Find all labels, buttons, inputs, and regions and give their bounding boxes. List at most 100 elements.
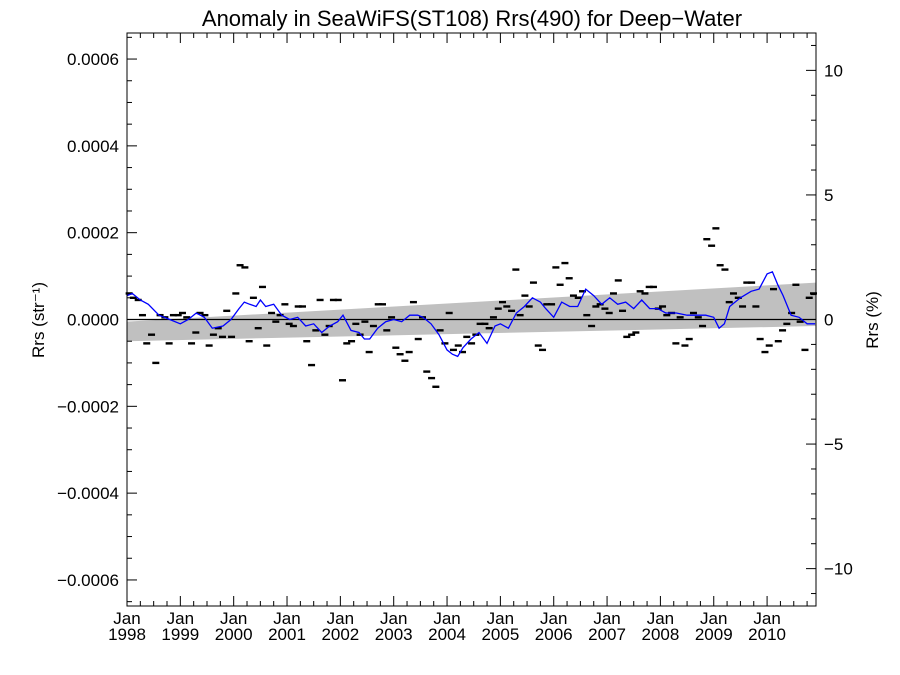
- data-point: [188, 342, 196, 345]
- x-tick-label-year: 1998: [108, 625, 146, 644]
- data-point: [529, 281, 537, 284]
- data-point: [223, 309, 231, 313]
- y-tick-label: 0.0000: [67, 311, 119, 330]
- data-point: [396, 353, 404, 356]
- x-tick-label-month: Jan: [753, 609, 780, 628]
- data-point: [268, 311, 276, 315]
- x-tick-label-year: 2003: [375, 625, 413, 644]
- y-tick-label: −0.0004: [57, 484, 119, 503]
- data-point: [228, 335, 236, 339]
- data-point: [303, 340, 311, 343]
- data-point: [449, 348, 457, 352]
- data-point: [734, 296, 742, 299]
- data-point: [263, 344, 271, 347]
- data-point: [454, 344, 462, 347]
- y-right-tick-label: −10: [824, 560, 853, 579]
- data-point: [379, 303, 387, 306]
- data-point: [708, 244, 716, 247]
- data-point: [649, 285, 657, 289]
- data-point: [312, 329, 320, 332]
- data-point: [232, 292, 240, 295]
- data-point: [441, 342, 449, 345]
- data-point: [525, 305, 533, 308]
- x-tick-label-month: Jan: [647, 609, 674, 628]
- y-tick-label: −0.0002: [57, 397, 119, 416]
- x-tick-label-month: Jan: [700, 609, 727, 628]
- data-point: [476, 322, 484, 326]
- data-point: [632, 331, 640, 334]
- y-right-tick-label: 0: [824, 311, 833, 330]
- data-point: [321, 333, 329, 336]
- data-point: [721, 268, 729, 271]
- data-point: [689, 311, 697, 315]
- data-point: [716, 264, 724, 267]
- data-point: [236, 264, 244, 267]
- data-point: [392, 346, 400, 349]
- data-point: [694, 316, 702, 319]
- data-point: [285, 322, 293, 326]
- data-point: [289, 324, 297, 328]
- y-tick-label: 0.0002: [67, 224, 119, 243]
- x-tick-label-month: Jan: [113, 609, 140, 628]
- data-point: [281, 303, 289, 306]
- data-point: [165, 342, 173, 345]
- data-point: [636, 290, 644, 293]
- data-point: [214, 326, 222, 330]
- data-point: [369, 324, 377, 328]
- data-point: [685, 337, 693, 341]
- data-point: [779, 329, 787, 332]
- data-point: [245, 340, 253, 343]
- data-point: [503, 305, 511, 308]
- x-tick-label-month: Jan: [540, 609, 567, 628]
- data-point: [748, 281, 756, 284]
- data-point: [361, 320, 369, 323]
- x-tick-label-month: Jan: [380, 609, 407, 628]
- x-tick-label-month: Jan: [433, 609, 460, 628]
- data-point: [565, 277, 573, 280]
- y-axis-label-left: Rrs (str⁻¹): [29, 282, 48, 358]
- data-point: [445, 311, 453, 315]
- data-point: [659, 305, 667, 308]
- data-point: [192, 331, 200, 334]
- x-tick-label-year: 2000: [215, 625, 253, 644]
- data-point: [298, 305, 306, 308]
- data-point: [596, 303, 604, 306]
- x-tick-label-month: Jan: [167, 609, 194, 628]
- data-point: [619, 309, 627, 313]
- data-point: [463, 335, 471, 339]
- trend-confidence-band: [127, 282, 816, 342]
- data-point: [436, 329, 444, 332]
- data-point: [725, 300, 733, 304]
- data-point: [788, 311, 796, 315]
- data-point: [801, 348, 809, 352]
- data-point: [316, 298, 324, 302]
- data-point: [534, 344, 542, 347]
- data-point: [712, 227, 720, 230]
- data-point: [423, 370, 431, 373]
- data-point: [521, 294, 529, 297]
- data-point: [623, 335, 631, 339]
- data-point: [338, 379, 346, 382]
- data-point: [218, 335, 226, 339]
- x-tick-label-year: 1999: [161, 625, 199, 644]
- y-right-tick-label: −5: [824, 435, 843, 454]
- data-point: [276, 313, 284, 317]
- data-point: [774, 340, 782, 343]
- y-right-tick-label: 5: [824, 186, 833, 205]
- data-point: [499, 300, 507, 304]
- data-point: [752, 305, 760, 308]
- data-point: [428, 376, 436, 380]
- data-point: [414, 337, 422, 341]
- x-tick-label-year: 2004: [428, 625, 466, 644]
- x-tick-label-year: 2010: [748, 625, 786, 644]
- data-point: [129, 296, 137, 299]
- data-point: [409, 300, 417, 304]
- data-point: [579, 290, 587, 293]
- data-point: [569, 294, 577, 297]
- data-point: [401, 359, 409, 362]
- data-point: [254, 326, 262, 330]
- data-point: [805, 296, 813, 299]
- data-point: [699, 324, 707, 328]
- data-point: [672, 342, 680, 345]
- data-point: [765, 344, 773, 347]
